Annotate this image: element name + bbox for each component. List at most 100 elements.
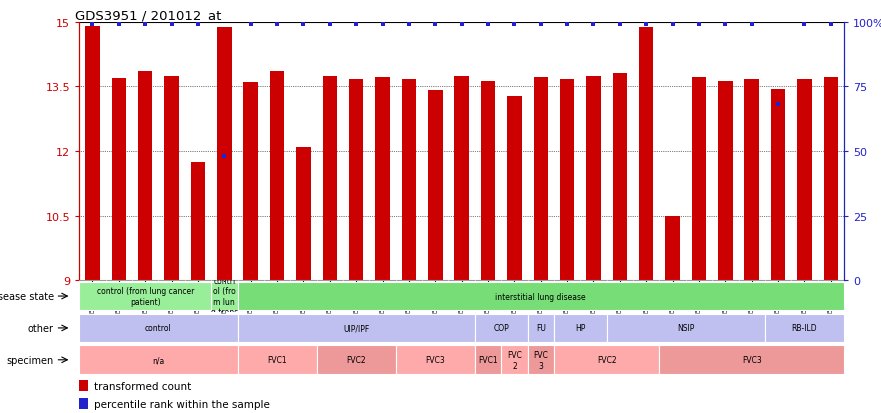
Point [560, 22, 574, 28]
Bar [402, 79, 416, 280]
Text: FVC2: FVC2 [596, 356, 617, 364]
Point [218, 153, 232, 160]
Text: control (from lung cancer
patient): control (from lung cancer patient) [97, 287, 194, 306]
Point [613, 22, 627, 28]
Point [375, 22, 389, 28]
Text: FVC3: FVC3 [426, 356, 445, 364]
Bar [528, 314, 554, 342]
Bar [79, 380, 88, 392]
Bar [316, 346, 396, 374]
Bar [79, 282, 211, 311]
Bar [771, 89, 785, 280]
Bar [190, 162, 205, 280]
Point [191, 22, 205, 28]
Bar [349, 79, 364, 280]
Bar [507, 97, 522, 280]
Point [824, 22, 838, 28]
Text: UIP/IPF: UIP/IPF [343, 324, 369, 332]
Text: NSIP: NSIP [677, 324, 694, 332]
Bar [797, 79, 811, 280]
Bar [607, 314, 765, 342]
Point [270, 22, 284, 28]
Text: FVC1: FVC1 [478, 356, 498, 364]
Bar [455, 76, 469, 280]
Point [322, 22, 337, 28]
Bar [639, 28, 654, 280]
Bar [718, 82, 733, 280]
Text: transformed count: transformed count [94, 381, 191, 391]
Text: n/a: n/a [152, 356, 165, 364]
Bar [475, 346, 501, 374]
Point [744, 22, 759, 28]
Text: COP: COP [493, 324, 509, 332]
Bar [475, 314, 528, 342]
Text: FVC3: FVC3 [742, 356, 761, 364]
Bar [824, 78, 838, 280]
Bar [554, 346, 659, 374]
Bar [322, 76, 337, 280]
Bar [428, 90, 442, 280]
Bar [501, 346, 528, 374]
Point [296, 22, 310, 28]
Bar [554, 314, 607, 342]
Bar [238, 282, 844, 311]
Bar [665, 216, 680, 280]
Text: contrl
ol (fro
m lun
g trans: contrl ol (fro m lun g trans [211, 276, 238, 316]
Bar [396, 346, 475, 374]
Bar [79, 346, 238, 374]
Bar [612, 74, 627, 280]
Bar [375, 78, 389, 280]
Bar [559, 79, 574, 280]
Bar [85, 27, 100, 280]
Point [507, 22, 522, 28]
Text: FVC
2: FVC 2 [507, 350, 522, 370]
Text: specimen: specimen [7, 355, 54, 365]
Point [587, 22, 601, 28]
Bar [238, 314, 475, 342]
Bar [659, 346, 844, 374]
Point [428, 22, 442, 28]
Point [244, 22, 258, 28]
Bar [744, 79, 759, 280]
Bar [112, 78, 126, 280]
Point [138, 22, 152, 28]
Text: other: other [28, 323, 54, 333]
Bar [692, 78, 707, 280]
Point [665, 22, 679, 28]
Point [165, 22, 179, 28]
Bar [79, 398, 88, 409]
Bar [211, 282, 238, 311]
Point [797, 22, 811, 28]
Point [112, 22, 126, 28]
Text: percentile rank within the sample: percentile rank within the sample [94, 399, 270, 409]
Bar [243, 83, 258, 280]
Text: FVC1: FVC1 [267, 356, 287, 364]
Text: interstitial lung disease: interstitial lung disease [495, 292, 586, 301]
Bar [296, 147, 311, 280]
Point [349, 22, 363, 28]
Text: RB-ILD: RB-ILD [792, 324, 818, 332]
Point [455, 22, 469, 28]
Bar [79, 314, 238, 342]
Text: FVC2: FVC2 [346, 356, 366, 364]
Point [718, 22, 732, 28]
Bar [138, 72, 152, 280]
Text: disease state: disease state [0, 291, 54, 301]
Bar [270, 72, 285, 280]
Bar [238, 346, 316, 374]
Text: FU: FU [536, 324, 545, 332]
Point [640, 22, 654, 28]
Text: HP: HP [575, 324, 586, 332]
Bar [481, 82, 495, 280]
Bar [217, 28, 232, 280]
Point [481, 22, 495, 28]
Bar [528, 346, 554, 374]
Bar [165, 76, 179, 280]
Bar [586, 76, 601, 280]
Text: GDS3951 / 201012_at: GDS3951 / 201012_at [76, 9, 222, 21]
Point [534, 22, 548, 28]
Bar [765, 314, 844, 342]
Point [85, 22, 100, 28]
Text: FVC
3: FVC 3 [533, 350, 548, 370]
Bar [534, 78, 548, 280]
